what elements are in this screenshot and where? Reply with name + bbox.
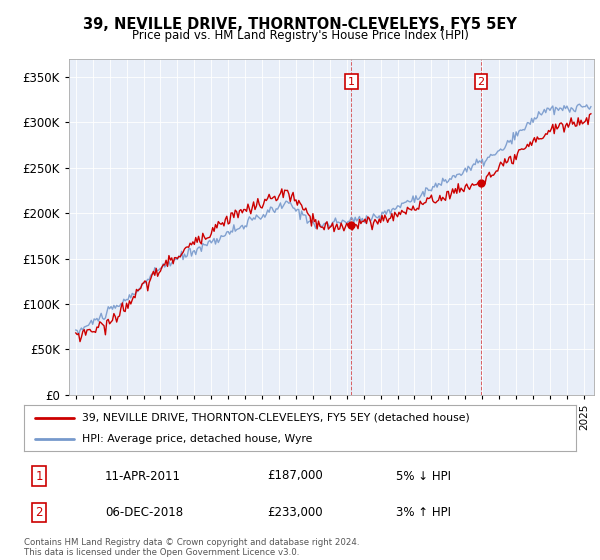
Text: 39, NEVILLE DRIVE, THORNTON-CLEVELEYS, FY5 5EY (detached house): 39, NEVILLE DRIVE, THORNTON-CLEVELEYS, F… <box>82 413 470 423</box>
Text: Price paid vs. HM Land Registry's House Price Index (HPI): Price paid vs. HM Land Registry's House … <box>131 29 469 42</box>
Text: £233,000: £233,000 <box>267 506 323 519</box>
Text: £187,000: £187,000 <box>267 469 323 483</box>
Text: 2: 2 <box>478 77 484 86</box>
Text: HPI: Average price, detached house, Wyre: HPI: Average price, detached house, Wyre <box>82 435 313 444</box>
Text: 11-APR-2011: 11-APR-2011 <box>105 469 181 483</box>
Text: 3% ↑ HPI: 3% ↑ HPI <box>396 506 451 519</box>
Text: 5% ↓ HPI: 5% ↓ HPI <box>396 469 451 483</box>
Text: 06-DEC-2018: 06-DEC-2018 <box>105 506 183 519</box>
Text: 1: 1 <box>35 469 43 483</box>
Text: 39, NEVILLE DRIVE, THORNTON-CLEVELEYS, FY5 5EY: 39, NEVILLE DRIVE, THORNTON-CLEVELEYS, F… <box>83 17 517 32</box>
Text: 1: 1 <box>348 77 355 86</box>
Text: Contains HM Land Registry data © Crown copyright and database right 2024.
This d: Contains HM Land Registry data © Crown c… <box>24 538 359 557</box>
Text: 2: 2 <box>35 506 43 519</box>
